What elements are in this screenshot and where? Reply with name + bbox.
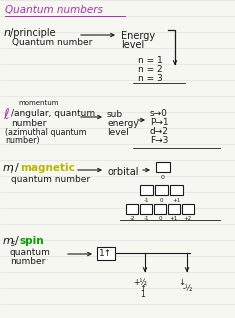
Text: sub: sub: [107, 110, 123, 119]
Text: -½: -½: [183, 284, 193, 293]
Text: 0: 0: [158, 217, 162, 222]
Text: /angular, quantum: /angular, quantum: [11, 109, 95, 118]
Text: d→2: d→2: [150, 127, 169, 136]
Text: +1: +1: [170, 217, 178, 222]
Text: +2: +2: [184, 217, 192, 222]
Text: l: l: [11, 166, 13, 175]
Text: quantum: quantum: [10, 248, 51, 257]
Text: (azimuthal quantum: (azimuthal quantum: [5, 128, 87, 137]
Bar: [140, 204, 152, 214]
Text: n: n: [4, 28, 11, 38]
Text: energy: energy: [107, 119, 139, 128]
Bar: [97, 247, 115, 260]
Text: orbital: orbital: [107, 167, 138, 177]
Text: level: level: [121, 40, 144, 50]
Text: /principle: /principle: [10, 28, 56, 38]
Text: /: /: [15, 236, 19, 246]
Text: P→1: P→1: [150, 118, 169, 127]
Text: Quantum numbers: Quantum numbers: [5, 5, 103, 15]
Bar: [170, 185, 183, 195]
Text: -2: -2: [129, 217, 135, 222]
Text: F→3: F→3: [150, 136, 168, 145]
Text: /: /: [15, 163, 19, 173]
Text: number: number: [10, 257, 45, 266]
Bar: [140, 185, 153, 195]
Text: m: m: [3, 163, 14, 173]
Text: number): number): [5, 136, 40, 145]
Text: quantum number: quantum number: [11, 175, 90, 184]
Text: 0: 0: [161, 175, 165, 180]
Bar: [155, 185, 168, 195]
Bar: [182, 204, 194, 214]
Bar: [156, 162, 170, 172]
Text: number: number: [11, 119, 46, 128]
Text: ℓ: ℓ: [3, 108, 9, 122]
Bar: [154, 204, 166, 214]
Text: -1: -1: [144, 197, 149, 203]
Text: momentum: momentum: [18, 100, 59, 106]
Bar: [168, 204, 180, 214]
Text: spin: spin: [20, 236, 45, 246]
Text: ↓: ↓: [178, 278, 185, 287]
Text: Energy: Energy: [121, 31, 155, 41]
Text: n = 1: n = 1: [138, 56, 163, 65]
Text: +1: +1: [172, 197, 181, 203]
Text: s: s: [11, 239, 15, 248]
Bar: [126, 204, 138, 214]
Text: +½: +½: [133, 278, 147, 287]
Text: m: m: [3, 236, 14, 246]
Text: s→0: s→0: [150, 109, 168, 118]
Text: ↑: ↑: [139, 284, 146, 293]
Text: n = 2: n = 2: [138, 65, 163, 74]
Text: 1↑: 1↑: [99, 249, 113, 258]
Text: Quantum number: Quantum number: [12, 38, 92, 47]
Text: magnetic: magnetic: [20, 163, 75, 173]
Text: 0: 0: [160, 197, 163, 203]
Text: -1: -1: [143, 217, 149, 222]
Text: 1: 1: [140, 290, 145, 299]
Text: n = 3: n = 3: [138, 74, 163, 83]
Text: level: level: [107, 128, 129, 137]
